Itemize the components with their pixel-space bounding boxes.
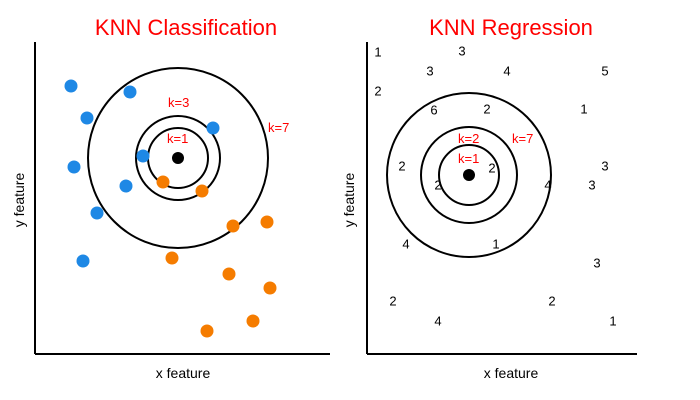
regression-value-label: 2 — [488, 160, 495, 175]
classification-points — [64, 79, 277, 338]
classification-title: KNN Classification — [95, 15, 277, 40]
regression-value-label: 4 — [434, 313, 441, 328]
class-a-point — [67, 160, 81, 174]
regression-value-label: 2 — [548, 293, 555, 308]
regression-axes — [366, 42, 637, 355]
classification-circle-k3 — [135, 115, 221, 201]
regression-value-label: 2 — [398, 158, 405, 173]
regression-values: 1 33 4 526 2 12 2 332 44 132 24 1 — [374, 43, 616, 328]
regression-value-label: 3 — [588, 177, 595, 192]
class-b-point — [200, 324, 214, 338]
class-a-point — [119, 179, 133, 193]
regression-x-label: x feature — [484, 365, 539, 381]
regression-value-label: 3 — [593, 255, 600, 270]
classification-y-label: y feature — [11, 173, 27, 228]
regression-neighborhood-circles — [386, 92, 552, 258]
class-a-point — [136, 149, 150, 163]
classification-query-point — [172, 152, 184, 164]
regression-value-label: 4 — [544, 177, 551, 192]
regression-circle-k7 — [386, 92, 552, 258]
class-b-point — [246, 314, 260, 328]
class-b-point — [195, 184, 209, 198]
classification-axes — [34, 42, 330, 355]
regression-value-label: 4 — [402, 236, 409, 251]
regression-query-point — [463, 169, 475, 181]
class-b-point — [156, 175, 170, 189]
class-a-point — [206, 121, 220, 135]
class-b-point — [165, 251, 179, 265]
classification-k3-label: k=3 — [168, 95, 189, 110]
regression-value-label: 6 — [430, 102, 437, 117]
regression-circle-k2 — [420, 126, 518, 224]
regression-value-label: 3 — [601, 158, 608, 173]
regression-value-label: 4 — [503, 63, 510, 78]
class-a-point — [123, 85, 137, 99]
regression-k2-label: k=2 — [458, 131, 479, 146]
regression-value-label: 2 — [389, 293, 396, 308]
regression-value-label: 1 — [609, 313, 616, 328]
classification-circle-k7 — [87, 67, 269, 249]
regression-y-label: y feature — [341, 173, 357, 228]
class-b-point — [263, 281, 277, 295]
regression-value-label: 2 — [434, 177, 441, 192]
class-b-point — [222, 267, 236, 281]
class-a-point — [64, 79, 78, 93]
regression-value-label: 2 — [483, 101, 490, 116]
regression-value-label: 3 — [458, 43, 465, 58]
regression-k7-label: k=7 — [512, 131, 533, 146]
classification-k1-label: k=1 — [167, 131, 188, 146]
regression-value-label: 1 — [492, 236, 499, 251]
class-a-point — [80, 111, 94, 125]
class-b-point — [226, 219, 240, 233]
regression-title: KNN Regression — [429, 15, 593, 40]
regression-value-label: 1 — [374, 44, 381, 59]
regression-value-label: 2 — [374, 83, 381, 98]
regression-value-label: 5 — [601, 63, 608, 78]
classification-k7-label: k=7 — [268, 120, 289, 135]
regression-circle-k1 — [438, 144, 500, 206]
class-a-point — [76, 254, 90, 268]
class-b-point — [260, 215, 274, 229]
classification-x-label: x feature — [156, 365, 211, 381]
regression-value-label: 3 — [426, 63, 433, 78]
regression-value-label: 1 — [580, 101, 587, 116]
class-a-point — [90, 206, 104, 220]
regression-k1-label: k=1 — [458, 151, 479, 166]
